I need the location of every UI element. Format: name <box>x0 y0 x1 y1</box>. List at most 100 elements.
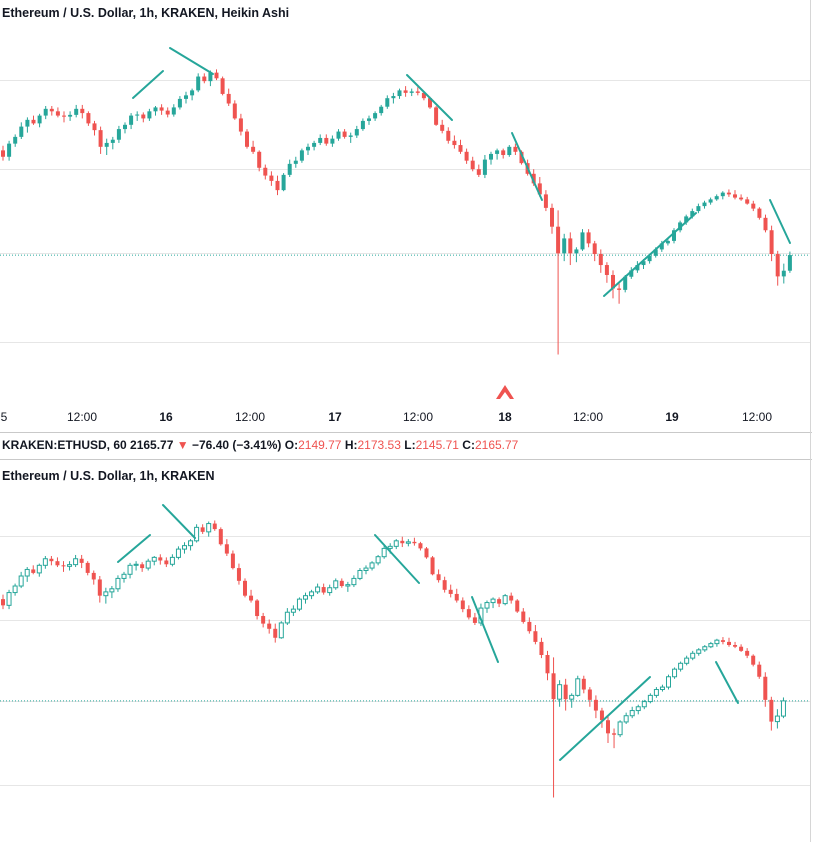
candle-body <box>257 151 262 168</box>
candle-body <box>659 686 665 691</box>
candle-body <box>598 254 603 266</box>
candle-body <box>245 131 249 147</box>
candle-body <box>653 689 659 696</box>
candle-body <box>293 160 298 164</box>
candle-body <box>727 641 731 646</box>
candle-body <box>261 616 266 624</box>
trend-line <box>117 534 151 563</box>
candle-body <box>141 114 146 119</box>
candle-body <box>159 107 164 111</box>
candlestick-chart-panel[interactable]: Ethereum / U.S. Dollar, 1h, KRAKEN <box>0 460 812 842</box>
heikin-ashi-chart[interactable] <box>0 0 812 402</box>
candle-body <box>513 146 518 152</box>
candle-body <box>1 599 5 606</box>
candle-body <box>489 153 493 160</box>
candle-body <box>720 640 725 642</box>
candle-body <box>476 169 481 175</box>
candle-body <box>104 142 109 147</box>
candle-body <box>375 556 381 564</box>
candle-body <box>330 138 335 144</box>
candle-body <box>287 163 292 175</box>
candle-body <box>702 646 708 651</box>
candle-body <box>574 249 579 254</box>
candle-body <box>733 194 737 198</box>
candle-body <box>309 591 315 597</box>
time-axis-tick: 18 <box>498 410 512 424</box>
trend-line <box>559 676 651 761</box>
candle-body <box>666 676 671 688</box>
candle-body <box>290 608 296 613</box>
candle-body <box>36 564 42 574</box>
candle-body <box>757 664 762 677</box>
candle-body <box>387 545 393 549</box>
down-arrow-icon: ▼ <box>176 438 189 452</box>
candle-body <box>43 108 48 116</box>
candle-body <box>232 103 237 119</box>
candle-body <box>61 565 66 567</box>
trend-line <box>511 132 543 201</box>
separator-line <box>0 432 812 433</box>
candle-body <box>184 95 188 99</box>
candle-body <box>129 115 134 125</box>
candle-body <box>403 90 408 93</box>
top-chart-title: Ethereum / U.S. Dollar, 1h, KRAKEN, Heik… <box>2 6 290 20</box>
candle-body <box>255 600 260 617</box>
candle-body <box>678 662 684 670</box>
trend-line <box>406 74 453 121</box>
candle-body <box>702 202 707 207</box>
candle-body <box>360 120 365 130</box>
candlestick-chart[interactable] <box>0 460 812 842</box>
candle-body <box>278 622 284 639</box>
candle-body <box>49 108 54 112</box>
candle-body <box>543 194 548 208</box>
candle-body <box>490 598 496 604</box>
time-axis[interactable]: 5 12:00 16 12:00 17 12:00 18 12:00 19 12:00 <box>0 402 812 432</box>
candle-body <box>714 639 720 645</box>
candle-body <box>726 192 731 195</box>
candle-body <box>31 119 36 124</box>
candle-body <box>206 523 212 533</box>
candle-body <box>415 91 420 93</box>
symbol-label: KRAKEN:ETHUSD, 60 <box>2 438 127 452</box>
candle-body <box>714 196 719 200</box>
candle-body <box>575 678 581 696</box>
candle-body <box>188 540 194 547</box>
time-axis-tick: 16 <box>159 410 173 424</box>
candle-body <box>672 230 676 241</box>
candle-body <box>684 216 689 223</box>
candle-body <box>418 543 423 549</box>
candle-body <box>502 595 508 605</box>
candle-body <box>103 591 109 597</box>
heikin-ashi-chart-panel[interactable]: Ethereum / U.S. Dollar, 1h, KRAKEN, Heik… <box>0 0 812 402</box>
candle-body <box>214 72 219 79</box>
candle-body <box>324 137 329 144</box>
candle-body <box>312 142 317 147</box>
candle-body <box>91 572 96 580</box>
candle-body <box>641 701 647 708</box>
trend-line <box>162 504 196 539</box>
candle-body <box>236 568 241 581</box>
candle-body <box>306 146 310 151</box>
candle-body <box>472 617 477 623</box>
candle-body <box>446 130 451 141</box>
candle-body <box>745 199 750 204</box>
candle-body <box>635 265 640 271</box>
candle-body <box>7 143 12 157</box>
candle-body <box>412 541 417 544</box>
candle-body <box>586 232 591 244</box>
candle-body <box>238 118 243 132</box>
close-label: C: <box>462 438 475 452</box>
high-label: H: <box>344 438 358 452</box>
candle-body <box>169 556 175 565</box>
candle-body <box>31 569 36 573</box>
candle-body <box>24 568 30 577</box>
candle-body <box>190 90 195 96</box>
candle-body <box>545 655 550 674</box>
candle-body <box>763 217 768 231</box>
candle-body <box>249 595 254 601</box>
candle-body <box>739 646 744 651</box>
candle-body <box>509 595 514 601</box>
candle-body <box>482 159 487 175</box>
candle-body <box>336 131 341 139</box>
candle-body <box>629 710 635 717</box>
